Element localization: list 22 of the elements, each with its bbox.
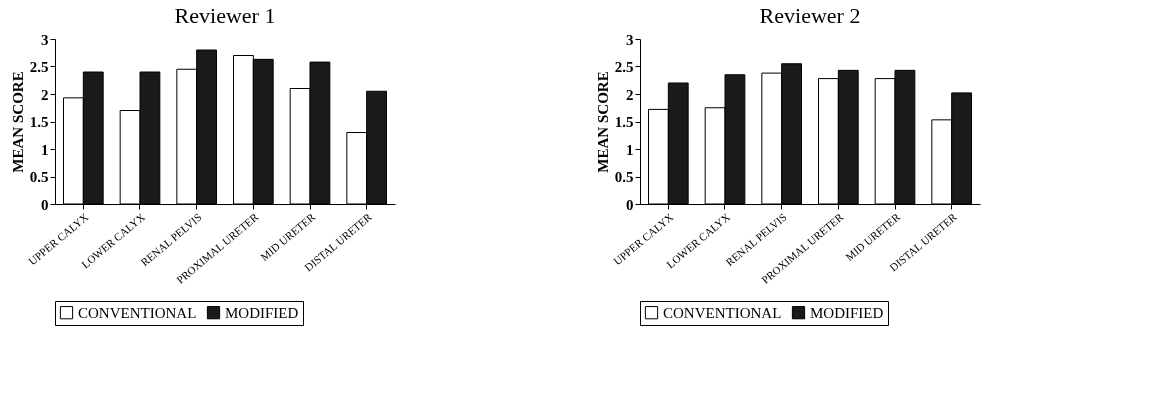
legend-label: CONVENTIONAL xyxy=(78,304,197,321)
y-tick-label: 0.5 xyxy=(614,169,634,185)
y-axis-title: MEAN SCORE xyxy=(9,71,26,173)
legend-label: MODIFIED xyxy=(225,304,299,321)
legend-label: MODIFIED xyxy=(810,304,884,321)
chart-title: Reviewer 1 xyxy=(174,3,276,28)
chart-title: Reviewer 2 xyxy=(759,3,861,28)
y-tick-label: 0 xyxy=(626,196,634,213)
y-tick-label: 2.5 xyxy=(29,59,49,75)
y-tick-label: 2 xyxy=(626,86,634,103)
y-tick-label: 1.5 xyxy=(29,114,49,130)
y-tick-label: 1 xyxy=(626,141,634,158)
y-tick-label: 3 xyxy=(41,31,49,48)
y-tick-label: 1 xyxy=(41,141,49,158)
y-tick-label: 2.5 xyxy=(614,59,634,75)
y-tick-label: 2 xyxy=(41,86,49,103)
y-tick-label: 0.5 xyxy=(29,169,49,185)
y-tick-label: 3 xyxy=(626,31,634,48)
y-tick-label: 1.5 xyxy=(614,114,634,130)
y-tick-label: 0 xyxy=(41,196,49,213)
legend-label: CONVENTIONAL xyxy=(663,304,782,321)
y-axis-title: MEAN SCORE xyxy=(594,71,611,173)
